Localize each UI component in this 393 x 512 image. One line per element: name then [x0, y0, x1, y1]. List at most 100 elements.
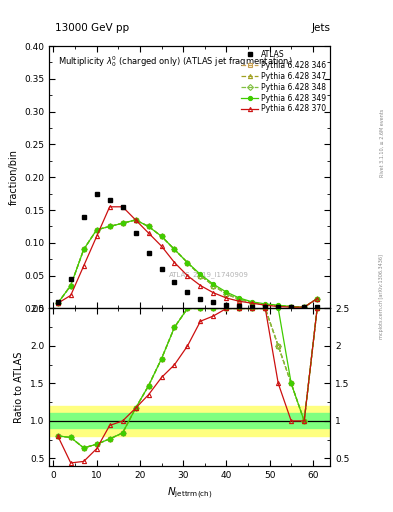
- ATLAS: [133, 230, 138, 236]
- Text: 13000 GeV pp: 13000 GeV pp: [55, 23, 129, 33]
- ATLAS: [224, 302, 229, 308]
- Pythia 6.428 349: [263, 301, 268, 307]
- ATLAS: [68, 276, 73, 282]
- Pythia 6.428 346: [146, 223, 151, 229]
- Pythia 6.428 370: [107, 204, 112, 210]
- Pythia 6.428 346: [120, 220, 125, 226]
- Pythia 6.428 370: [133, 217, 138, 223]
- Pythia 6.428 349: [237, 295, 242, 301]
- Pythia 6.428 346: [94, 227, 99, 233]
- Text: Multiplicity $\lambda_0^0$ (charged only) (ATLAS jet fragmentation): Multiplicity $\lambda_0^0$ (charged only…: [57, 54, 292, 69]
- Pythia 6.428 349: [185, 260, 190, 266]
- Pythia 6.428 346: [172, 246, 177, 252]
- Pythia 6.428 348: [237, 296, 242, 303]
- Line: Pythia 6.428 347: Pythia 6.428 347: [56, 218, 319, 309]
- Pythia 6.428 347: [237, 296, 242, 303]
- Pythia 6.428 347: [302, 304, 307, 310]
- Pythia 6.428 370: [55, 300, 60, 306]
- Pythia 6.428 347: [172, 246, 177, 252]
- Pythia 6.428 370: [250, 300, 255, 306]
- Pythia 6.428 348: [289, 304, 294, 310]
- Pythia 6.428 348: [133, 217, 138, 223]
- Pythia 6.428 349: [172, 246, 177, 252]
- Pythia 6.428 370: [81, 263, 86, 269]
- Pythia 6.428 370: [146, 230, 151, 236]
- Pythia 6.428 347: [81, 246, 86, 252]
- Pythia 6.428 349: [211, 281, 216, 287]
- Pythia 6.428 347: [120, 220, 125, 226]
- Pythia 6.428 348: [211, 283, 216, 289]
- Pythia 6.428 346: [133, 217, 138, 223]
- Pythia 6.428 370: [276, 304, 281, 310]
- Pythia 6.428 348: [159, 233, 164, 240]
- ATLAS: [185, 289, 190, 295]
- Pythia 6.428 370: [224, 295, 229, 301]
- Pythia 6.428 346: [159, 233, 164, 240]
- Pythia 6.428 349: [81, 246, 86, 252]
- Pythia 6.428 347: [107, 223, 112, 229]
- Pythia 6.428 370: [159, 243, 164, 249]
- ATLAS: [250, 304, 255, 310]
- Pythia 6.428 348: [94, 227, 99, 233]
- Pythia 6.428 346: [107, 223, 112, 229]
- Pythia 6.428 349: [120, 220, 125, 226]
- ATLAS: [263, 304, 268, 310]
- Pythia 6.428 346: [224, 291, 229, 297]
- ATLAS: [172, 279, 177, 285]
- Pythia 6.428 347: [276, 303, 281, 309]
- ATLAS: [289, 304, 294, 310]
- Pythia 6.428 349: [159, 233, 164, 240]
- Pythia 6.428 346: [185, 260, 190, 266]
- Pythia 6.428 348: [276, 303, 281, 309]
- Line: Pythia 6.428 370: Pythia 6.428 370: [56, 205, 319, 309]
- Pythia 6.428 370: [68, 292, 73, 298]
- Pythia 6.428 349: [315, 295, 320, 302]
- Line: Pythia 6.428 349: Pythia 6.428 349: [56, 218, 319, 309]
- Pythia 6.428 346: [68, 283, 73, 289]
- Pythia 6.428 346: [276, 303, 281, 309]
- Y-axis label: Ratio to ATLAS: Ratio to ATLAS: [14, 352, 24, 423]
- ATLAS: [120, 204, 125, 210]
- Pythia 6.428 346: [289, 304, 294, 310]
- Pythia 6.428 370: [185, 272, 190, 279]
- Pythia 6.428 347: [68, 283, 73, 289]
- ATLAS: [198, 295, 203, 302]
- ATLAS: [55, 299, 60, 305]
- Text: Jets: Jets: [311, 23, 330, 33]
- Pythia 6.428 348: [120, 220, 125, 226]
- Pythia 6.428 347: [133, 217, 138, 223]
- Pythia 6.428 347: [289, 304, 294, 310]
- Pythia 6.428 370: [94, 233, 99, 240]
- Pythia 6.428 370: [120, 204, 125, 210]
- Pythia 6.428 346: [55, 300, 60, 306]
- ATLAS: [146, 250, 151, 256]
- Pythia 6.428 349: [55, 300, 60, 306]
- Pythia 6.428 347: [198, 272, 203, 279]
- Pythia 6.428 370: [211, 290, 216, 296]
- Pythia 6.428 349: [133, 217, 138, 223]
- Pythia 6.428 348: [172, 246, 177, 252]
- Text: Rivet 3.1.10, ≥ 2.6M events: Rivet 3.1.10, ≥ 2.6M events: [380, 109, 384, 178]
- Pythia 6.428 348: [250, 300, 255, 306]
- Text: mcplots.cern.ch [arXiv:1306.3436]: mcplots.cern.ch [arXiv:1306.3436]: [380, 254, 384, 339]
- Pythia 6.428 370: [198, 283, 203, 289]
- Pythia 6.428 349: [198, 271, 203, 278]
- Pythia 6.428 349: [289, 304, 294, 310]
- Pythia 6.428 347: [159, 233, 164, 240]
- X-axis label: $N_{\rm{jettrm(ch)}}$: $N_{\rm{jettrm(ch)}}$: [167, 485, 213, 501]
- Pythia 6.428 346: [302, 304, 307, 310]
- Pythia 6.428 347: [250, 300, 255, 306]
- Pythia 6.428 370: [315, 295, 320, 302]
- Pythia 6.428 349: [94, 227, 99, 233]
- Pythia 6.428 348: [224, 291, 229, 297]
- Y-axis label: fraction/bin: fraction/bin: [9, 150, 18, 205]
- Pythia 6.428 347: [211, 283, 216, 289]
- ATLAS: [276, 304, 281, 310]
- Pythia 6.428 349: [276, 302, 281, 308]
- Pythia 6.428 349: [250, 299, 255, 305]
- ATLAS: [302, 304, 307, 310]
- ATLAS: [159, 266, 164, 272]
- Pythia 6.428 348: [68, 283, 73, 289]
- ATLAS: [107, 197, 112, 203]
- Pythia 6.428 348: [315, 295, 320, 302]
